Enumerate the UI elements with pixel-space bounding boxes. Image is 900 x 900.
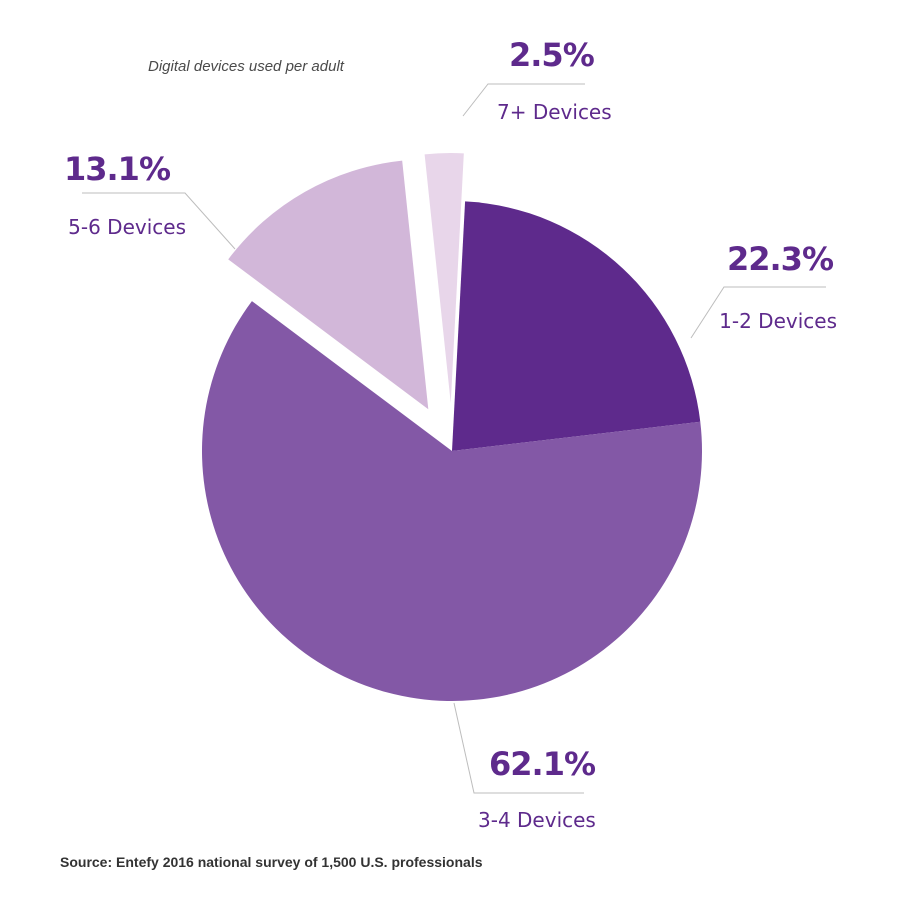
pie-slice-1-2-devices [452, 201, 701, 451]
data-label-pct-5-6-devices: 13.1% [64, 150, 171, 188]
leader-line-3-4-devices [453, 702, 584, 794]
data-label-cat-5-6-devices: 5-6 Devices [68, 215, 186, 239]
chart-title: Digital devices used per adult [148, 58, 345, 75]
pie-slice-7plus-devices [424, 153, 464, 404]
data-label-cat-7plus-devices: 7+ Devices [497, 100, 612, 124]
leader-line-5-6-devices [82, 192, 236, 250]
pie-slice-5-6-devices [228, 160, 429, 410]
data-label-cat-3-4-devices: 3-4 Devices [478, 808, 596, 832]
data-label-cat-1-2-devices: 1-2 Devices [719, 309, 837, 333]
leader-lines [82, 83, 826, 794]
data-label-pct-1-2-devices: 22.3% [727, 240, 834, 278]
data-label-pct-7plus-devices: 2.5% [509, 36, 595, 74]
source-note: Source: Entefy 2016 national survey of 1… [60, 854, 483, 870]
pie-slices [202, 153, 703, 701]
leader-line-1-2-devices [690, 286, 826, 339]
data-label-pct-3-4-devices: 62.1% [489, 745, 596, 783]
pie-slice-3-4-devices [202, 301, 703, 701]
leader-line-7plus-devices [462, 83, 585, 117]
